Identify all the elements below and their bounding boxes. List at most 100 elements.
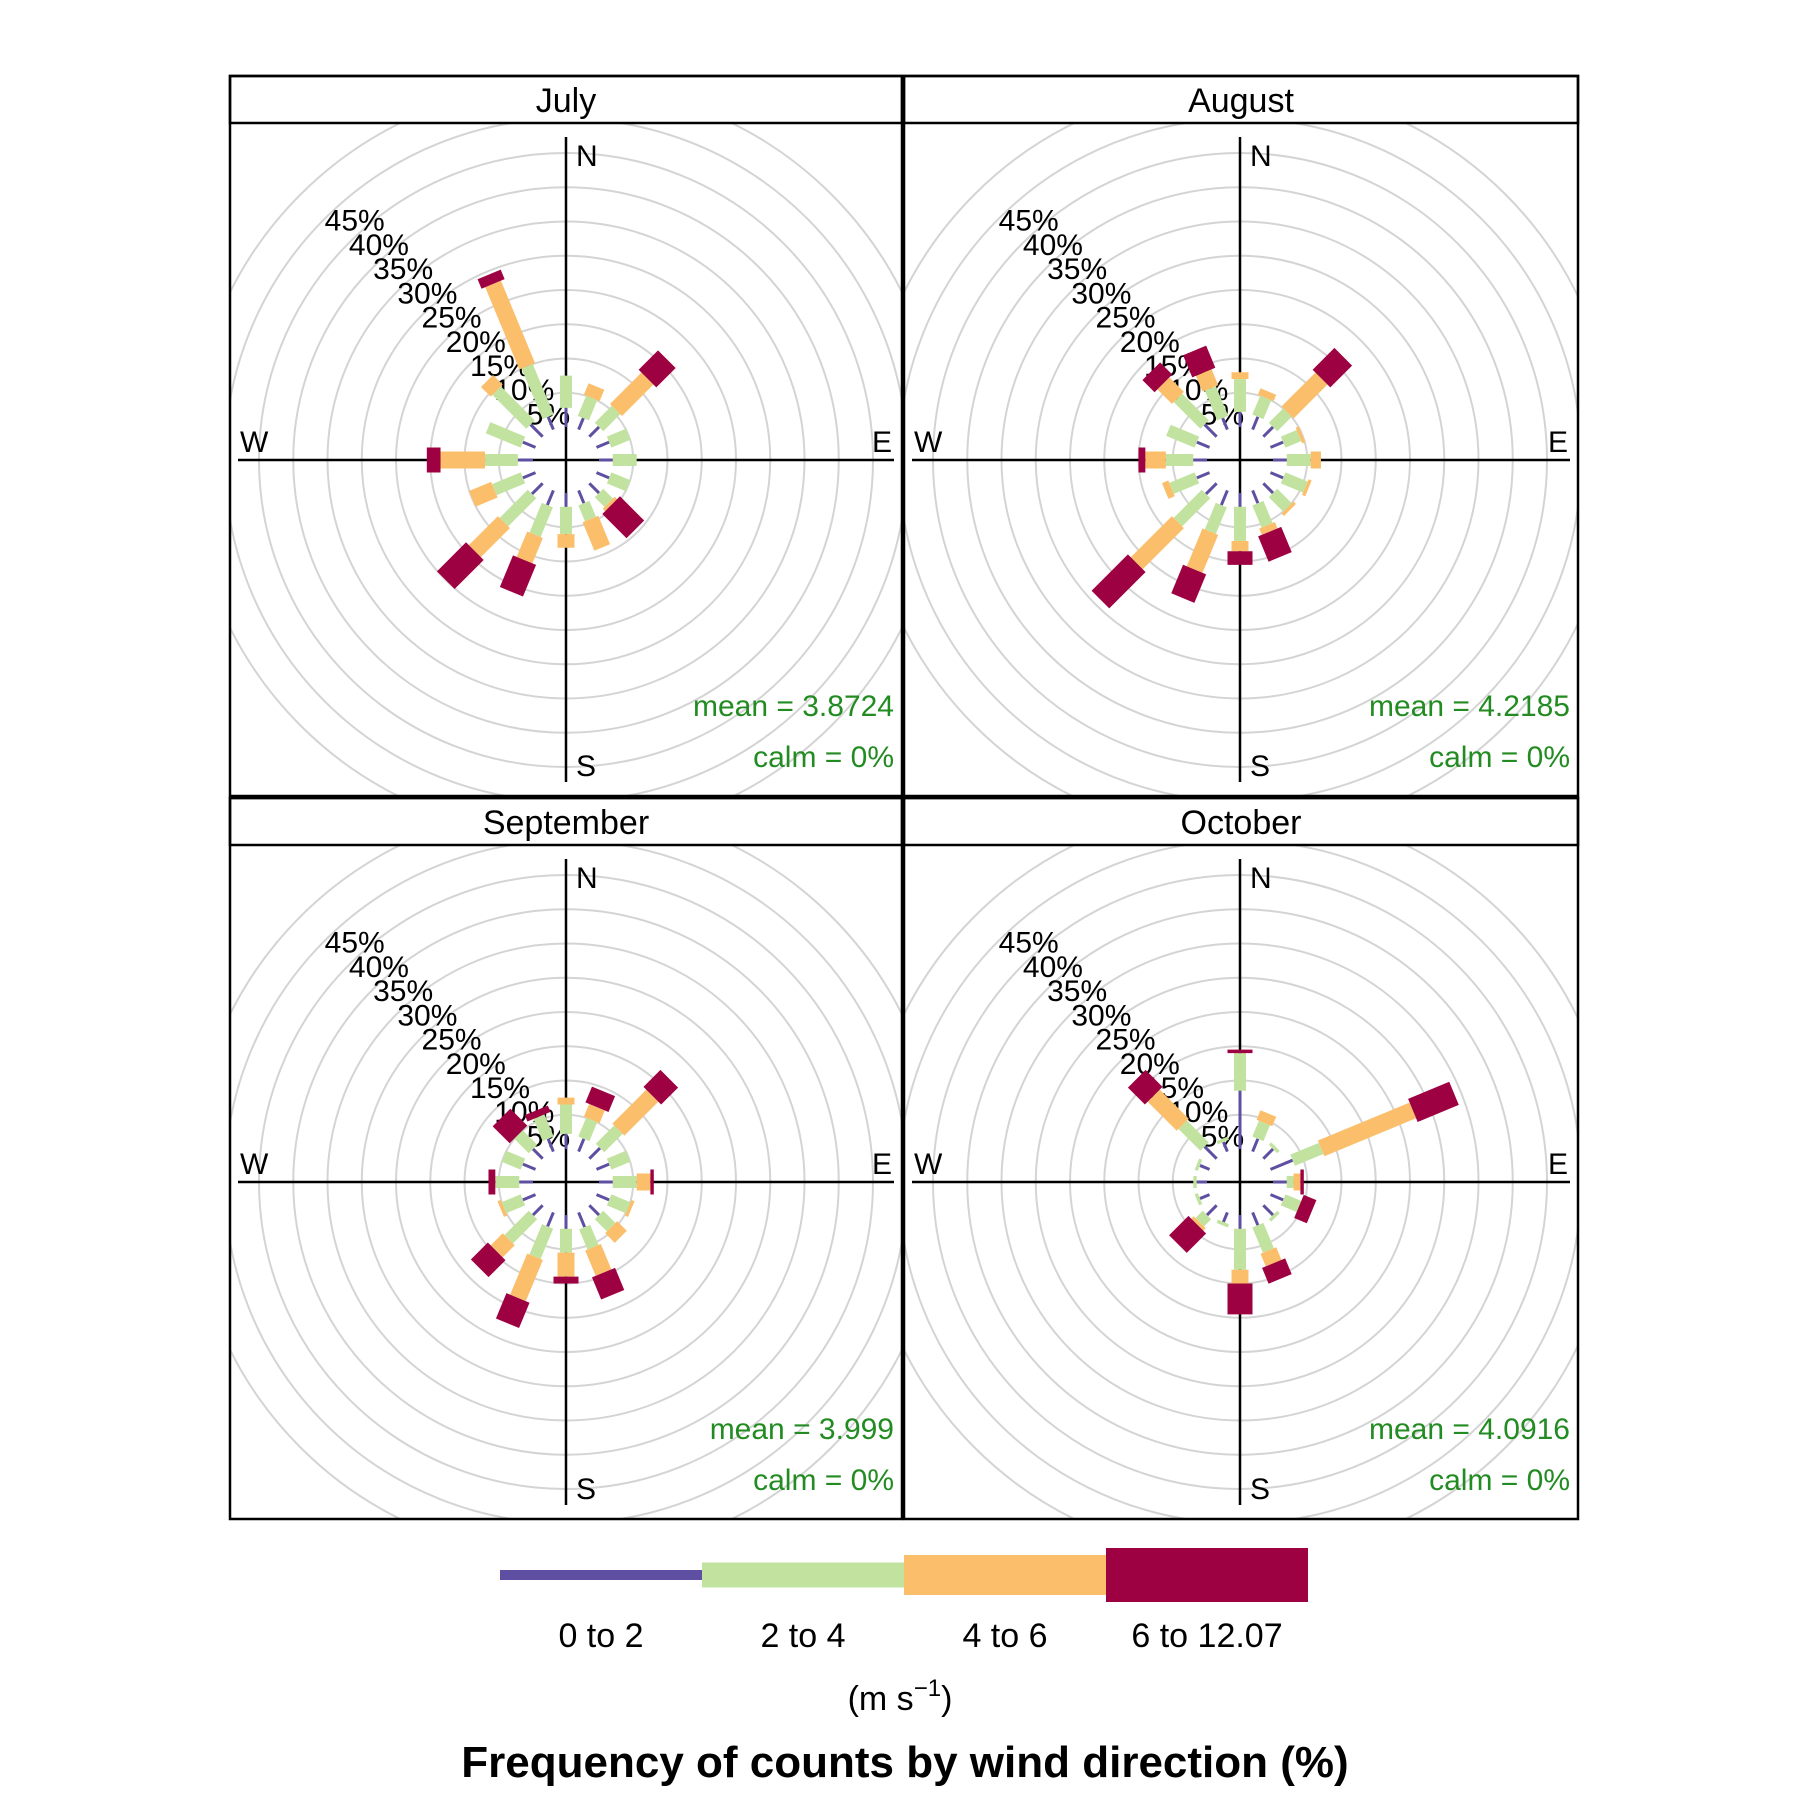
wind-bar-ene-bin-2 [1290,1142,1324,1166]
wind-bar-ssw-bin-1 [546,1211,555,1227]
wind-bar-wsw-bin-3 [1161,480,1175,499]
wind-bar-sw-bin-2 [504,1210,538,1244]
wind-bar-ne-bin-3 [609,372,654,417]
calm-annotation: calm = 0% [1429,741,1570,774]
radial-tick-label: 45% [325,927,385,960]
radial-tick-label: 25% [1096,1024,1156,1057]
radial-tick-label: 45% [999,927,1059,960]
wind-bar-wsw-bin-2 [1169,472,1200,494]
wind-bar-ese-bin-1 [1269,471,1284,480]
wind-bar-nne-bin-3 [1256,1110,1277,1127]
wind-bar-sse-bin-3 [1260,1247,1282,1267]
wind-bar-sw-bin-1 [531,1204,544,1217]
wind-bar-wsw-bin-2 [501,1194,526,1214]
radial-tick-label: 45% [999,205,1059,238]
mean-annotation: mean = 3.999 [710,1413,894,1446]
wind-bar-sw-bin-4 [470,1242,506,1278]
wind-bar-nw-bin-4 [1142,362,1173,393]
wind-bar-nw-bin-4 [1127,1069,1163,1105]
calm-annotation: calm = 0% [753,1464,894,1497]
wind-bar-nnw-bin-2 [533,1114,554,1142]
wind-bar-se-bin-2 [1268,488,1292,512]
wind-bar-sw-bin-2 [1195,1210,1212,1227]
wind-bar-ese-bin-1 [595,471,610,480]
wind-bar-nne-bin-2 [577,395,598,421]
wind-bar-ne-bin-2 [1268,1142,1280,1154]
wind-bar-ese-bin-3 [624,1199,635,1217]
wind-bar-ssw-bin-4 [1171,564,1207,603]
radial-tick-label: 30% [1071,277,1131,310]
wind-bar-ene-bin-3 [1317,1102,1417,1157]
wind-bar-ssw-bin-2 [529,1224,554,1260]
radial-tick-label: 40% [1023,229,1083,262]
mean-annotation: mean = 3.8724 [693,690,894,723]
wind-bar-se-bin-3 [605,1221,627,1243]
wind-bar-nw-bin-1 [531,1147,544,1160]
wind-bar-se-bin-1 [588,1204,601,1217]
panel-frame [902,74,1580,798]
radial-tick-label: 30% [397,277,457,310]
wind-bar-sse-bin-2 [579,1224,599,1250]
compass-w-label: W [914,426,943,459]
radial-tick-label: 35% [1047,975,1107,1008]
calm-annotation: calm = 0% [1429,1464,1570,1497]
wind-bar-ssw-bin-2 [529,502,553,538]
wind-bar-sw-bin-3 [1130,516,1184,570]
radial-tick-label: 35% [1047,253,1107,286]
wind-bar-nnw-bin-1 [1221,417,1229,431]
wind-bar-ssw-bin-1 [1222,1211,1229,1223]
compass-e-label: E [872,426,892,459]
wind-bar-ssw-bin-4 [495,1293,530,1329]
wind-bar-sse-bin-3 [582,515,611,551]
wind-bar-se-bin-3 [1281,501,1296,516]
wind-bar-se-bin-1 [588,482,601,495]
radial-tick-label: 35% [373,253,433,286]
wind-bar-ne-bin-1 [1262,425,1275,438]
wind-bar-se-bin-1 [1262,482,1275,495]
wind-bar-ese-bin-2 [1280,1194,1302,1212]
wind-bar-ese-bin-2 [606,1194,631,1214]
radial-tick-label: 40% [349,229,409,262]
wind-bar-nw-bin-3 [1157,377,1184,404]
wind-bar-ssw-bin-2 [1204,502,1227,534]
wind-bar-wsw-bin-3 [468,481,498,507]
wind-bar-ne-bin-2 [595,1125,623,1153]
wind-bar-nnw-bin-2 [1216,1136,1229,1145]
wind-bar-sse-bin-2 [1252,500,1273,528]
wind-bar-wnw-bin-2 [1166,424,1200,448]
wind-bar-sw-bin-2 [499,489,537,527]
wind-bar-se-bin-3 [602,496,618,512]
wind-bar-nnw-bin-2 [1204,386,1229,421]
compass-w-label: W [914,1148,943,1181]
wind-bar-nne-bin-2 [1252,395,1272,420]
compass-e-label: E [1548,1148,1568,1181]
wind-bar-nnw-bin-4 [1183,345,1216,378]
wind-bar-ne-bin-1 [588,425,601,438]
wind-bar-sse-bin-1 [1251,489,1260,504]
radial-tick-label: 25% [422,1024,482,1057]
wind-bar-wsw-bin-1 [522,1193,537,1202]
wind-bar-se-bin-4 [602,496,645,539]
wind-bar-nnw-bin-1 [546,416,555,431]
compass-e-label: E [872,1148,892,1181]
wind-bar-nne-bin-1 [577,1138,586,1153]
wind-bar-ssw-bin-1 [545,489,555,506]
wind-bar-nne-bin-1 [577,417,585,431]
radial-tick-label: 35% [373,975,433,1008]
wind-bar-wsw-bin-1 [1199,1193,1211,1200]
wind-bar-ssw-bin-4 [499,555,537,597]
mean-annotation: mean = 4.0916 [1369,1413,1570,1446]
compass-s-label: S [576,750,596,783]
wind-bar-ne-bin-4 [638,350,676,388]
wind-bar-ene-bin-1 [595,440,610,449]
wind-bar-nnw-bin-3 [1195,369,1219,392]
panel-strip [228,796,904,847]
wind-bar-ese-bin-2 [1280,472,1308,493]
wind-bar-ne-bin-4 [643,1069,679,1105]
wind-bar-sse-bin-4 [1258,526,1292,562]
wind-bar-ne-bin-1 [1262,1147,1275,1160]
